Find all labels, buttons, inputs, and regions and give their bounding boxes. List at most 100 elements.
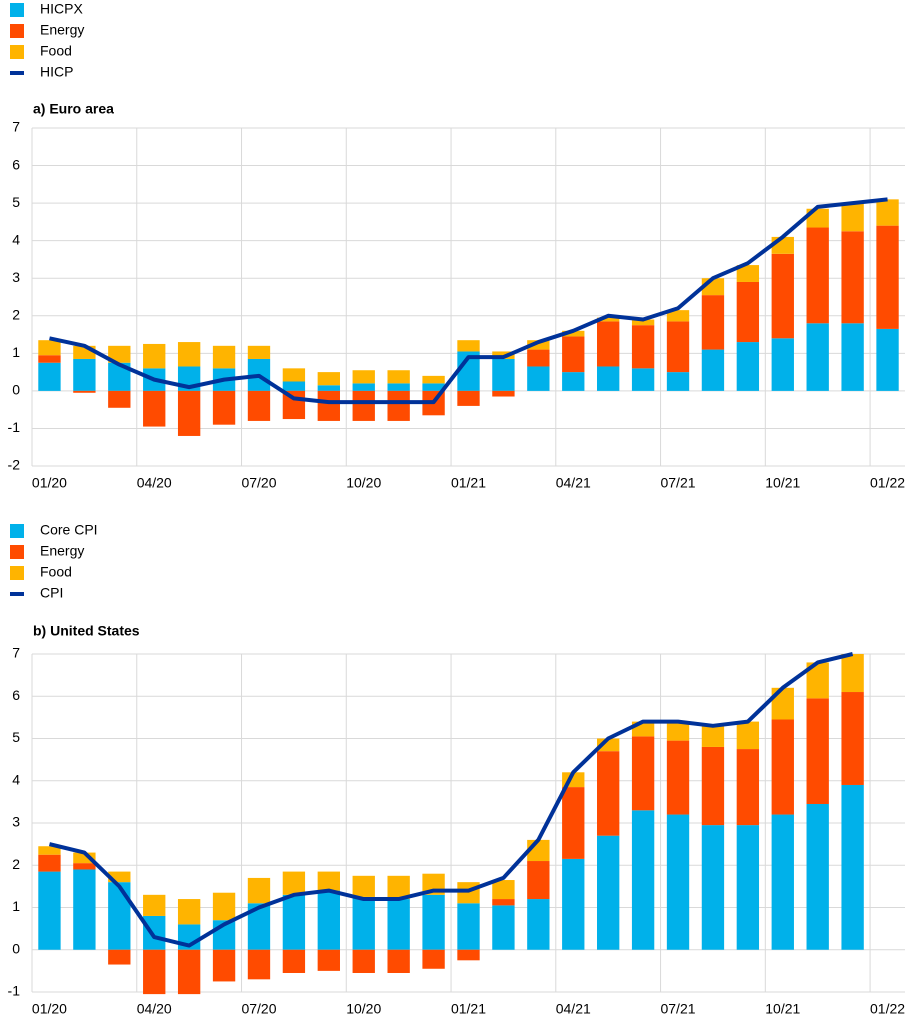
bar bbox=[736, 721, 760, 750]
bar bbox=[108, 390, 131, 408]
x-tick-label: 01/22 bbox=[870, 475, 905, 491]
bar bbox=[666, 321, 690, 373]
bar bbox=[352, 875, 375, 897]
legend-swatch bbox=[10, 566, 24, 580]
bar bbox=[876, 199, 899, 226]
legend-label: Energy bbox=[40, 543, 84, 559]
bar bbox=[387, 370, 410, 384]
bar bbox=[143, 343, 166, 369]
bar bbox=[701, 825, 725, 950]
x-tick-label: 07/21 bbox=[660, 475, 695, 491]
bar bbox=[736, 749, 760, 826]
bar bbox=[73, 869, 96, 950]
bar bbox=[247, 903, 271, 950]
bar bbox=[143, 390, 166, 427]
legend-swatch bbox=[10, 3, 24, 17]
bar bbox=[352, 383, 375, 391]
bar bbox=[631, 368, 655, 391]
x-tick-label: 01/20 bbox=[32, 475, 67, 491]
bar bbox=[143, 915, 166, 950]
bar bbox=[771, 719, 794, 815]
bar bbox=[282, 871, 306, 895]
bar bbox=[527, 349, 550, 367]
bar bbox=[108, 345, 131, 363]
bar bbox=[422, 894, 445, 950]
x-tick-label: 07/21 bbox=[660, 1001, 695, 1017]
bar bbox=[457, 340, 480, 352]
bar bbox=[143, 894, 166, 916]
bar bbox=[841, 654, 864, 693]
bar bbox=[492, 880, 515, 900]
bar bbox=[73, 863, 96, 870]
legend-swatch bbox=[10, 524, 24, 538]
legend-label: HICPX bbox=[40, 1, 83, 17]
bar bbox=[38, 355, 61, 363]
bar bbox=[492, 358, 515, 391]
bar bbox=[212, 345, 236, 369]
bar bbox=[457, 903, 480, 950]
bar bbox=[841, 231, 864, 324]
y-tick-label: 2 bbox=[12, 856, 20, 872]
bar bbox=[73, 358, 96, 391]
x-tick-label: 01/21 bbox=[451, 475, 486, 491]
y-tick-label: 5 bbox=[12, 194, 20, 210]
bar bbox=[806, 803, 829, 950]
bar bbox=[457, 390, 480, 406]
x-tick-label: 10/20 bbox=[346, 1001, 381, 1017]
bar bbox=[177, 949, 201, 995]
bar bbox=[212, 892, 236, 921]
bar bbox=[177, 899, 201, 925]
bar bbox=[317, 390, 340, 421]
bar bbox=[38, 846, 61, 855]
bar bbox=[562, 858, 585, 950]
bar bbox=[666, 310, 690, 322]
bar bbox=[317, 871, 340, 891]
bar bbox=[736, 265, 760, 282]
y-tick-label: 7 bbox=[12, 645, 20, 661]
bar bbox=[701, 349, 725, 391]
bar bbox=[282, 368, 306, 382]
bar bbox=[317, 385, 340, 391]
bar bbox=[666, 740, 690, 815]
y-tick-label: 6 bbox=[12, 687, 20, 703]
bar bbox=[492, 905, 515, 950]
chart-title: b) United States bbox=[33, 623, 140, 639]
bar bbox=[631, 325, 655, 369]
bar bbox=[562, 330, 585, 337]
bar bbox=[597, 835, 620, 950]
y-tick-label: 0 bbox=[12, 382, 20, 398]
bar bbox=[876, 328, 899, 391]
y-tick-label: 1 bbox=[12, 898, 20, 914]
legend-swatch bbox=[10, 24, 24, 38]
y-tick-label: 3 bbox=[12, 814, 20, 830]
bar bbox=[38, 340, 61, 356]
legend-label: Food bbox=[40, 43, 72, 59]
bar bbox=[317, 890, 340, 950]
legend-label: Energy bbox=[40, 22, 84, 38]
bar bbox=[108, 949, 131, 965]
bar bbox=[387, 875, 410, 900]
bar bbox=[562, 787, 585, 859]
x-tick-label: 07/20 bbox=[241, 1001, 276, 1017]
bar bbox=[387, 390, 410, 421]
bar bbox=[212, 390, 236, 425]
bar bbox=[631, 319, 655, 326]
bar bbox=[806, 227, 829, 324]
bar bbox=[247, 949, 271, 980]
bar bbox=[143, 949, 166, 995]
x-tick-label: 04/21 bbox=[556, 475, 591, 491]
bar bbox=[806, 698, 829, 804]
bar bbox=[841, 203, 864, 232]
bar bbox=[597, 751, 620, 836]
bar bbox=[247, 345, 271, 359]
legend-label: CPI bbox=[40, 585, 63, 601]
bar bbox=[177, 342, 201, 367]
bar bbox=[806, 662, 829, 699]
bar bbox=[73, 852, 96, 864]
bar bbox=[736, 825, 760, 950]
bar bbox=[108, 871, 131, 883]
x-tick-label: 01/20 bbox=[32, 1001, 67, 1017]
line bbox=[48, 652, 854, 948]
bar bbox=[317, 372, 340, 386]
y-tick-label: -1 bbox=[8, 419, 21, 435]
